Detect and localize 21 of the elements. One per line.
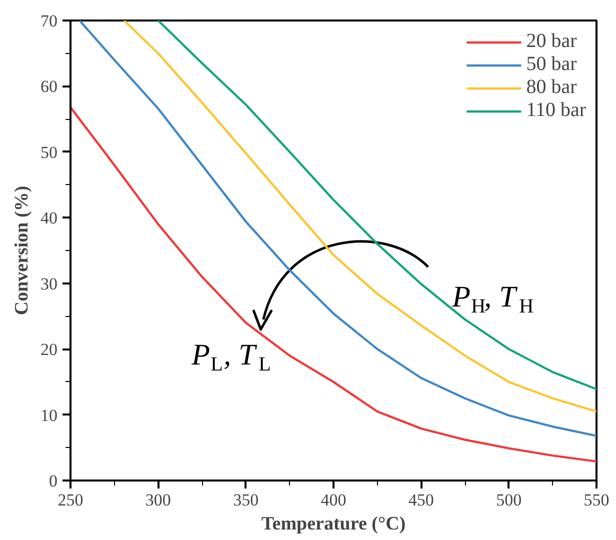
x-axis-title: Temperature (°C) [261, 514, 406, 534]
legend-label: 50 bar [526, 53, 577, 76]
y-tick-label: 40 [40, 208, 58, 228]
y-tick-label: 10 [40, 406, 58, 425]
x-tick-label: 550 [584, 490, 610, 510]
x-tick-label: 450 [408, 490, 434, 510]
legend-label: 110 bar [526, 99, 586, 122]
y-tick-label: 60 [40, 77, 58, 96]
legend-label: 20 bar [526, 30, 577, 53]
x-tick-label: 250 [58, 490, 84, 510]
legend-label: 80 bar [526, 76, 577, 99]
x-tick-label: 400 [320, 490, 346, 510]
x-tick-label: 500 [496, 490, 522, 510]
y-tick-label: 50 [40, 142, 58, 162]
y-tick-label: 20 [40, 340, 58, 360]
x-tick-label: 300 [145, 490, 171, 510]
x-tick-label: 350 [233, 490, 259, 510]
y-tick-label: 30 [40, 274, 58, 294]
y-tick-label: 0 [49, 472, 58, 490]
y-tick-label: 70 [40, 12, 58, 30]
y-axis-title: Conversion (%) [12, 186, 32, 316]
